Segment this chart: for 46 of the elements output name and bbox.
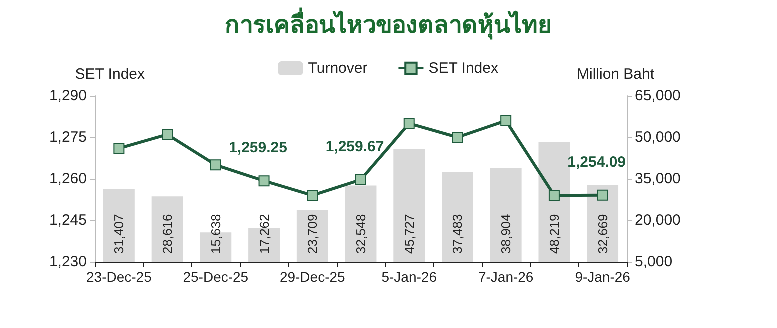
y-tick-label: 1,230 (49, 254, 87, 270)
y-tick-label: 1,275 (49, 129, 87, 146)
point (210, 160, 222, 171)
point (162, 129, 174, 140)
y2-tick-label: 50,000 (635, 129, 681, 146)
point (356, 174, 366, 186)
x-tick-label: 7-Jan-26 (478, 269, 534, 285)
legend-label: SET Index (428, 60, 499, 77)
y-axis-title: SET Index (75, 66, 146, 83)
point (307, 190, 318, 202)
data-label: 38,904 (498, 214, 514, 254)
data-label: 28,616 (160, 214, 176, 254)
y-tick-label: 1,260 (49, 170, 87, 188)
point (452, 132, 464, 143)
x-tick-label: 29-Dec-25 (280, 269, 346, 285)
point (404, 118, 415, 130)
data-label: 1,259.25 (229, 140, 288, 157)
point (597, 190, 608, 201)
y-tick-label: 1,245 (49, 212, 87, 229)
data-label: 17,262 (256, 214, 272, 254)
y2-tick-label: 35,000 (635, 170, 681, 188)
y2-axis-title: Million Baht (577, 66, 656, 83)
point (258, 176, 270, 187)
point (548, 190, 560, 202)
data-label: 1,254.09 (568, 154, 626, 171)
data-label: 31,407 (112, 214, 127, 254)
x-tick-label: 23-Dec-25 (86, 269, 152, 285)
y2-tick-label: 65,000 (635, 88, 681, 104)
data-label: 32,548 (354, 214, 368, 254)
x-tick-label: 9-Jan-26 (575, 269, 631, 285)
y-tick-label: 1,290 (49, 88, 87, 104)
y2-tick-label: 20,000 (635, 212, 681, 229)
data-label: 23,709 (305, 214, 320, 254)
data-label: 15,638 (208, 214, 224, 254)
chart-title: การเคลื่อนไหวของตลาดหุ้นไทย (225, 7, 552, 41)
legend-label: Turnover (308, 60, 368, 77)
data-label: 45,727 (402, 214, 417, 254)
point (114, 143, 125, 154)
data-label: 32,669 (595, 214, 610, 254)
point (500, 115, 512, 126)
x-tick-label: 25-Dec-25 (183, 269, 249, 285)
x-tick-label: 5-Jan-26 (382, 269, 438, 285)
data-label: 1,259.67 (326, 138, 384, 156)
y2-tick-label: 5,000 (635, 254, 673, 270)
data-label: 37,483 (450, 214, 466, 254)
data-label: 48,219 (546, 214, 562, 254)
